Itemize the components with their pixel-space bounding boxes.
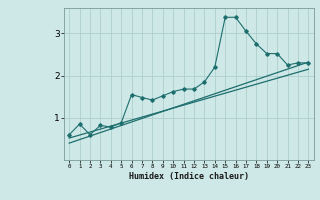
X-axis label: Humidex (Indice chaleur): Humidex (Indice chaleur)	[129, 172, 249, 181]
